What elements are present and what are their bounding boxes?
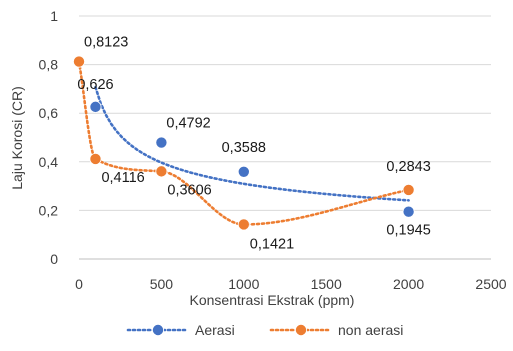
legend-swatch-marker bbox=[151, 323, 164, 336]
data-label: 0,4792 bbox=[166, 116, 210, 132]
series-line-1 bbox=[77, 60, 410, 226]
data-labels: 0,626 0,4792 0,3588 0,1945 0,8123 0,4116 0,360… bbox=[77, 35, 430, 253]
series-lines bbox=[77, 60, 410, 226]
x-tick-label: 1500 bbox=[311, 276, 342, 292]
legend-label: non aerasi bbox=[338, 322, 403, 338]
legend-label: Aerasi bbox=[195, 322, 235, 338]
data-point bbox=[402, 183, 415, 196]
data-label: 0,2843 bbox=[386, 159, 430, 175]
data-point bbox=[237, 165, 250, 178]
x-tick-label: 0 bbox=[75, 276, 83, 292]
data-point bbox=[155, 165, 168, 178]
y-tick-label: 0,8 bbox=[39, 57, 59, 73]
data-label: 0,1421 bbox=[250, 236, 294, 252]
data-label: 0,8123 bbox=[84, 35, 128, 51]
data-label: 0,1945 bbox=[386, 223, 430, 239]
gridlines bbox=[79, 15, 491, 211]
data-point bbox=[89, 100, 102, 113]
x-tick-label: 500 bbox=[150, 276, 174, 292]
legend-swatch-marker bbox=[294, 323, 307, 336]
axes: 0 0,2 0,4 0,6 0,8 1 0 500 1000 1500 2000 2500 bbox=[39, 8, 507, 292]
y-tick-label: 0,4 bbox=[39, 154, 59, 170]
y-tick-label: 1 bbox=[50, 8, 58, 24]
data-label: 0,3606 bbox=[167, 182, 211, 198]
x-tick-label: 2500 bbox=[475, 276, 506, 292]
x-axis-title: Konsentrasi Ekstrak (ppm) bbox=[190, 292, 355, 308]
legend: Aerasi non aerasi bbox=[126, 322, 403, 338]
data-point bbox=[237, 218, 250, 231]
data-label: 0,626 bbox=[77, 77, 113, 93]
data-label: 0,3588 bbox=[222, 140, 266, 156]
data-point bbox=[89, 152, 102, 165]
y-tick-label: 0 bbox=[50, 251, 58, 267]
y-axis-title: Laju Korosi (CR) bbox=[9, 86, 25, 189]
data-point bbox=[73, 55, 86, 68]
x-tick-label: 1000 bbox=[228, 276, 259, 292]
series-line-0 bbox=[94, 85, 410, 202]
data-markers bbox=[73, 55, 415, 231]
y-tick-label: 0,6 bbox=[39, 105, 59, 121]
data-label: 0,4116 bbox=[101, 170, 144, 186]
x-tick-label: 2000 bbox=[393, 276, 424, 292]
data-point bbox=[402, 205, 415, 218]
data-point bbox=[155, 136, 168, 149]
y-tick-label: 0,2 bbox=[39, 202, 59, 218]
